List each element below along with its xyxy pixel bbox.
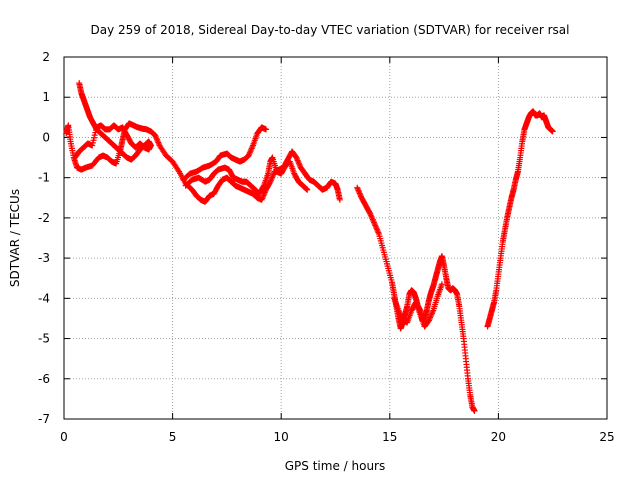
data-point — [438, 281, 445, 288]
y-tick-label: -7 — [38, 412, 50, 426]
y-tick-label: -4 — [38, 291, 50, 305]
x-tick-label: 15 — [382, 430, 397, 444]
y-tick-label: -3 — [38, 251, 50, 265]
x-tick-label: 5 — [169, 430, 177, 444]
x-axis-label: GPS time / hours — [285, 459, 386, 473]
data-point — [260, 183, 267, 190]
y-axis-label: SDTVAR / TECUs — [8, 189, 22, 287]
data-point — [262, 126, 269, 133]
y-tick-label: 0 — [42, 130, 50, 144]
data-point — [304, 186, 311, 193]
data-point — [549, 128, 556, 135]
y-tick-label: -2 — [38, 211, 50, 225]
x-tick-label: 20 — [491, 430, 506, 444]
y-tick-label: -1 — [38, 171, 50, 185]
x-tick-label: 10 — [274, 430, 289, 444]
x-tick-label: 25 — [599, 430, 614, 444]
y-tick-label: 1 — [42, 90, 50, 104]
data-point — [336, 196, 343, 203]
y-tick-label: 2 — [42, 50, 50, 64]
y-tick-label: -5 — [38, 332, 50, 346]
data-point — [471, 407, 478, 414]
plot-frame — [63, 56, 608, 420]
x-tick-label: 0 — [60, 430, 68, 444]
data-point — [147, 142, 154, 149]
chart-title: Day 259 of 2018, Sidereal Day-to-day VTE… — [91, 23, 570, 37]
data-points — [63, 80, 556, 414]
y-tick-label: -6 — [38, 372, 50, 386]
axis-ticks: 0 5 10 15 20 25 -7 -6 -5 -4 -3 -2 -1 0 1 2 — [38, 50, 615, 444]
grid-lines — [64, 57, 607, 419]
